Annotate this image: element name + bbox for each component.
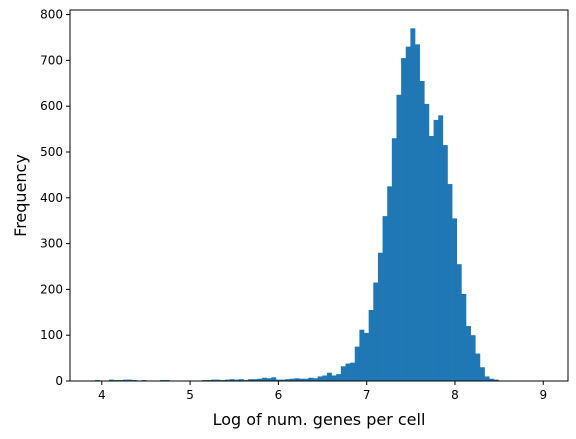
- histogram-bar: [438, 115, 444, 381]
- histogram-bar: [466, 326, 471, 381]
- histogram-bar: [215, 379, 221, 381]
- histogram-bar: [350, 362, 356, 381]
- histogram-bar: [280, 379, 286, 381]
- histogram-bar: [410, 28, 416, 381]
- histogram-bar: [331, 375, 337, 381]
- x-tick-label: 9: [539, 388, 547, 402]
- histogram-bar: [238, 379, 244, 381]
- x-tick-label: 5: [186, 388, 194, 402]
- y-tick-label: 500: [40, 145, 63, 159]
- histogram-bar: [391, 138, 397, 381]
- histogram-bar: [322, 375, 328, 381]
- y-tick-label: 200: [40, 282, 63, 296]
- histogram-bar: [484, 376, 490, 381]
- histogram-bar: [317, 376, 323, 381]
- histogram-bar: [456, 264, 462, 381]
- x-axis-ticks: 4 5 6 7 8 9: [98, 381, 547, 402]
- histogram-bar: [299, 378, 305, 381]
- plot-frame: [69, 9, 569, 382]
- histogram-bar: [271, 377, 277, 381]
- histogram-bar: [452, 218, 458, 381]
- histogram-bar: [127, 379, 133, 381]
- histogram-bar: [433, 119, 439, 382]
- histogram-bar: [303, 378, 309, 381]
- y-tick-label: 600: [40, 99, 63, 113]
- y-tick-label: 0: [55, 374, 63, 388]
- histogram-bar: [289, 378, 295, 381]
- x-axis-label: Log of num. genes per cell: [213, 410, 426, 429]
- y-tick-label: 100: [40, 328, 63, 342]
- histogram-bar: [493, 379, 499, 381]
- histogram-bar: [313, 378, 318, 381]
- histogram-bar: [470, 335, 476, 381]
- histogram-bar: [461, 293, 467, 381]
- y-tick-label: 300: [40, 237, 63, 251]
- y-tick-label: 700: [40, 53, 63, 67]
- histogram-bar: [257, 378, 263, 381]
- histogram-bar: [396, 94, 402, 381]
- histogram-bar: [382, 216, 388, 381]
- y-axis-ticks: 0 100 200 300 400 500 600 700 800: [40, 8, 70, 388]
- histogram-bar: [234, 379, 240, 381]
- y-tick-label: 800: [40, 8, 63, 22]
- histogram-bar: [275, 379, 281, 381]
- histogram-bar: [308, 377, 314, 381]
- y-axis-label: Frequency: [11, 154, 30, 237]
- histogram-bar: [405, 46, 411, 381]
- histogram-bar: [229, 379, 235, 381]
- histogram-bars: [85, 28, 499, 382]
- histogram-bar: [122, 379, 128, 381]
- histogram-bar: [224, 379, 230, 381]
- histogram-bar: [401, 58, 407, 382]
- histogram-bar: [285, 379, 291, 381]
- histogram-bar: [415, 44, 420, 381]
- histogram-bar: [447, 184, 453, 381]
- histogram-bar: [340, 366, 346, 381]
- histogram-bar: [326, 372, 332, 381]
- histogram-bar: [387, 186, 393, 381]
- histogram-bar: [424, 103, 430, 382]
- histogram-bar: [475, 353, 481, 381]
- histogram-bar: [428, 135, 434, 381]
- histogram-bar: [479, 367, 485, 381]
- histogram-bar: [359, 329, 365, 381]
- histogram-bar: [368, 310, 374, 381]
- histogram-bar: [266, 378, 272, 381]
- histogram-bar: [252, 379, 258, 381]
- x-tick-label: 8: [451, 388, 459, 402]
- histogram-bar: [354, 346, 360, 381]
- x-tick-label: 7: [363, 388, 371, 402]
- histogram-bar: [336, 374, 342, 381]
- histogram-bar: [442, 145, 448, 381]
- histogram-bar: [373, 282, 379, 381]
- histogram-bar: [345, 363, 351, 381]
- x-tick-label: 6: [275, 388, 283, 402]
- histogram-bar: [419, 80, 425, 382]
- x-tick-label: 4: [98, 388, 106, 402]
- histogram-bar: [364, 332, 369, 381]
- histogram-bar: [294, 378, 300, 381]
- histogram-bar: [489, 378, 495, 381]
- histogram-bar: [109, 379, 115, 381]
- histogram-bar: [211, 379, 216, 381]
- histogram-bar: [248, 379, 254, 381]
- histogram-bar: [377, 252, 383, 381]
- histogram-bar: [262, 377, 267, 381]
- y-tick-label: 400: [40, 191, 63, 205]
